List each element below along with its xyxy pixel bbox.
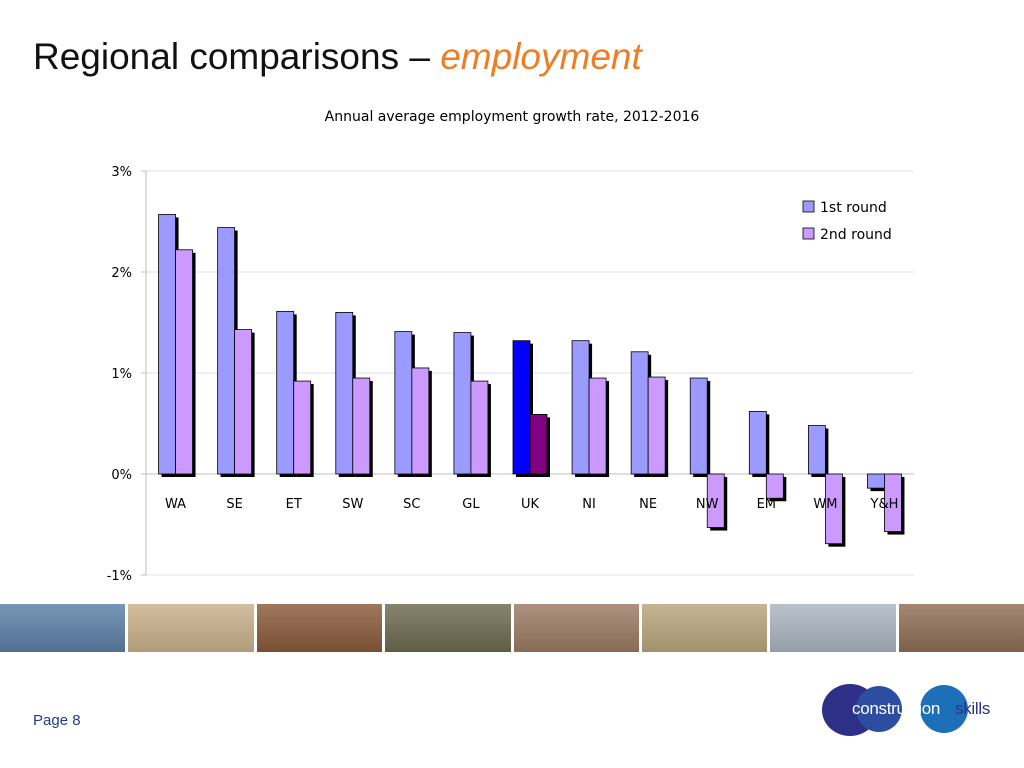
bar-round1-sw [335,311,354,475]
bar-round1-gl [453,332,472,475]
bar-round1-ni [571,340,590,475]
y-tick-label: 3% [111,165,132,180]
x-tick-label: SE [226,497,242,512]
chart-labels: -1% 0% 1% 2% 3% WA SE ET SW SC GL UK NI NE NW EM WM Y&H [107,165,899,584]
bar-round2-wa [175,249,193,475]
x-tick-label: GL [462,497,480,512]
bar-round2-sw [352,377,371,475]
bar-round2-se [234,329,253,475]
employment-growth-chart: Annual average employment growth rate, 2… [107,109,914,584]
legend-swatch-1 [802,200,815,213]
excavator-site-photo [641,604,768,652]
bar-round1-sc [394,331,413,475]
steel-structure-photo [770,604,897,652]
bar-round1-nw [689,377,708,475]
photo-strip [0,604,1024,652]
bar-round2-ne [647,376,666,475]
bar-round1-uk [512,340,531,475]
chart-bars [158,214,905,547]
office-team-photo [513,604,640,652]
legend-label-2: 2nd round [820,227,892,243]
logo-word-construction: construction [852,699,941,718]
bar-round2-em [765,473,784,499]
glass-dome-photo [385,604,511,652]
bar-round2-gl [470,380,489,475]
page-number: Page 8 [33,712,81,729]
worker-hardhat-photo [898,604,1024,652]
bar-round1-ne [630,351,649,475]
bar-round2-sc [411,367,430,475]
chart-title: Annual average employment growth rate, 2… [325,109,700,125]
x-tick-label: NW [696,497,719,512]
slide-title: Regional comparisons – employment [33,36,642,78]
logo-word-skills: skills [955,699,991,718]
bar-round1-em [748,410,767,475]
bar-round1-wa [158,214,176,475]
bar-round1-et [276,310,295,475]
x-tick-label: NE [639,497,657,512]
bar-round2-et [293,380,312,475]
x-tick-label: SC [403,497,420,512]
bar-round2-uk [529,414,548,475]
bar-round2-yh [884,473,902,532]
x-tick-label: Y&H [870,497,899,512]
bar-round2-ni [588,377,607,475]
bar-round2-wm [824,473,843,545]
x-tick-label: UK [521,497,540,512]
y-tick-label: 0% [111,468,132,483]
legend-swatch-2 [802,227,815,240]
construction-skills-logo: construction skills [822,684,1002,736]
x-tick-label: NI [582,497,596,512]
bar-round2-nw [706,473,725,528]
x-tick-label: ET [286,497,302,512]
bar-round1-yh [867,473,885,489]
legend-label-1: 1st round [820,200,887,216]
slide-title-main: Regional comparisons – [33,36,441,77]
slide-title-accent: employment [440,36,642,77]
x-tick-label: WA [165,497,186,512]
x-tick-label: WM [813,497,837,512]
logo-circle-mid [856,686,902,732]
y-tick-label: 2% [111,266,132,281]
logo-circle-light [920,685,968,733]
chart-legend: 1st round 2nd round [802,200,892,243]
bar-round1-wm [807,425,826,475]
bar-round1-se [217,227,236,475]
businessmen-photo [128,604,255,652]
y-tick-label: 1% [111,367,132,382]
glass-building-photo [0,604,126,652]
x-tick-label: SW [342,497,363,512]
y-tick-label: -1% [107,569,132,584]
x-tick-label: EM [757,497,776,512]
construction-worker-photo [256,604,383,652]
